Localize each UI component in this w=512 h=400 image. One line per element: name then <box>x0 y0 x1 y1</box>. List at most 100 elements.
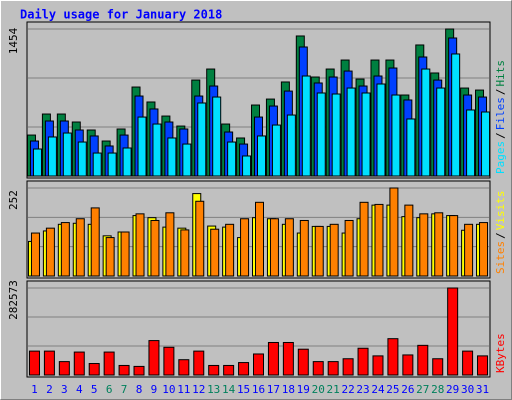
bar <box>464 223 474 277</box>
bar <box>133 365 145 376</box>
bar <box>462 350 474 376</box>
bar <box>331 93 341 177</box>
x-tick-label: 21 <box>327 383 340 396</box>
bar <box>406 118 416 177</box>
bar <box>342 358 354 376</box>
bar <box>282 341 294 376</box>
bar <box>163 346 175 376</box>
bar <box>301 75 311 177</box>
bar <box>359 201 369 277</box>
bar <box>447 287 459 376</box>
legend-separator: / <box>494 89 507 96</box>
bar <box>238 362 250 376</box>
bar <box>257 135 266 177</box>
bar <box>90 207 100 277</box>
bar <box>43 350 55 376</box>
x-tick-label: 3 <box>61 383 68 396</box>
x-tick-label: 23 <box>356 383 369 396</box>
x-tick-label: 25 <box>386 383 399 396</box>
bar <box>374 203 384 277</box>
x-tick-label: 7 <box>121 383 128 396</box>
x-tick-label: 11 <box>177 383 190 396</box>
bar <box>28 350 40 376</box>
x-tick-label: 8 <box>136 383 143 396</box>
y-tick-label: 252 <box>7 190 20 210</box>
x-tick-label: 26 <box>401 383 414 396</box>
bar <box>346 87 356 177</box>
bar <box>404 204 414 277</box>
bar <box>284 218 294 277</box>
bar <box>312 361 324 376</box>
bar <box>314 225 324 277</box>
bar <box>182 143 192 177</box>
bar <box>299 219 309 277</box>
bar <box>361 92 371 177</box>
bar <box>297 348 309 376</box>
legend-entry: Sites <box>494 241 507 274</box>
bar <box>92 152 102 177</box>
bar <box>135 213 145 277</box>
legend-separator: / <box>494 132 507 139</box>
x-tick-label: 24 <box>371 383 385 396</box>
bar <box>271 124 281 177</box>
x-tick-label: 6 <box>106 383 113 396</box>
bar <box>255 201 264 277</box>
bar <box>120 231 130 277</box>
legend: Sites /Visits <box>494 191 507 275</box>
bar <box>387 338 399 376</box>
bar <box>267 341 279 376</box>
bar <box>479 222 489 277</box>
bar <box>195 200 205 277</box>
bar <box>165 212 175 277</box>
bar <box>150 219 160 277</box>
x-tick-label: 29 <box>446 383 459 396</box>
bar <box>225 223 235 277</box>
bar <box>88 363 100 376</box>
bar <box>45 227 55 277</box>
bar <box>105 237 115 277</box>
bar <box>481 111 491 177</box>
bar <box>253 353 264 376</box>
x-tick-label: 1 <box>31 383 38 396</box>
x-tick-label: 4 <box>76 383 83 396</box>
legend-entry: Pages <box>494 141 507 174</box>
bar <box>60 222 70 277</box>
x-tick-label: 20 <box>312 383 325 396</box>
bar <box>77 141 87 177</box>
bar <box>327 361 339 376</box>
bar <box>451 53 461 177</box>
bar <box>73 351 85 376</box>
x-tick-label: 22 <box>341 383 354 396</box>
legend-entry: Files <box>494 97 507 130</box>
bar <box>30 232 40 277</box>
x-tick-label: 30 <box>461 383 474 396</box>
bar <box>344 219 354 277</box>
bar <box>376 83 386 177</box>
legend-entry: Visits <box>494 191 507 231</box>
x-tick-label: 13 <box>207 383 220 396</box>
bar <box>193 350 205 376</box>
bar <box>208 364 220 376</box>
bar <box>419 213 429 277</box>
x-tick-label: 28 <box>431 383 444 396</box>
x-tick-label: 5 <box>91 383 98 396</box>
x-tick-label: 12 <box>192 383 205 396</box>
bar <box>122 147 132 177</box>
x-tick-label: 27 <box>416 383 429 396</box>
bar <box>227 141 237 177</box>
bar <box>137 116 147 177</box>
legend-entry: KBytes <box>494 333 507 373</box>
x-tick-label: 15 <box>237 383 250 396</box>
bar <box>477 355 489 376</box>
chart-title: Daily usage for January 2018 <box>20 8 222 22</box>
bar <box>466 109 476 177</box>
bar <box>197 102 207 177</box>
bar <box>329 223 339 277</box>
bar <box>357 347 369 376</box>
x-tick-label: 10 <box>162 383 175 396</box>
bar <box>402 354 414 376</box>
x-tick-label: 9 <box>151 383 158 396</box>
bar <box>242 155 252 177</box>
bar <box>107 152 117 177</box>
